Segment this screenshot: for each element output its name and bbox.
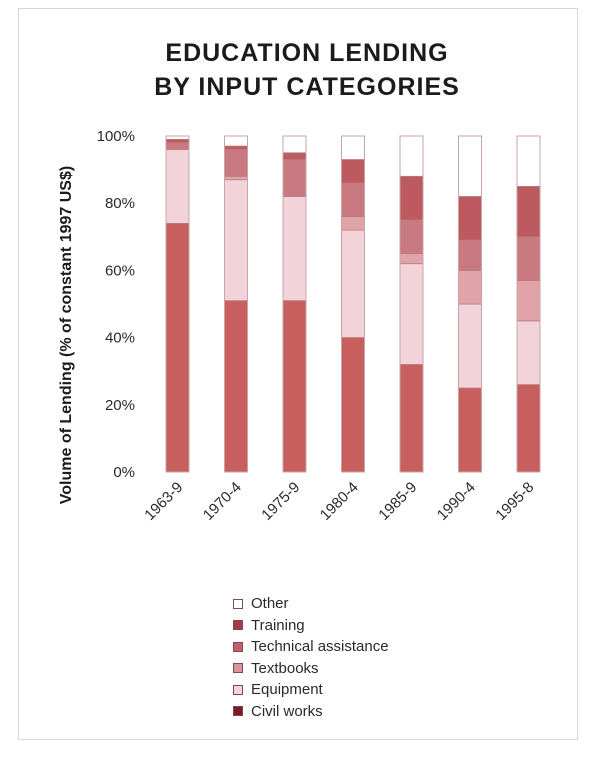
legend-item: Other bbox=[233, 593, 389, 615]
bar-stack bbox=[341, 135, 365, 473]
x-tick-label: 1963-9 bbox=[141, 479, 186, 524]
bar-segment bbox=[458, 303, 482, 389]
bar-segment bbox=[458, 269, 482, 305]
bar-segment bbox=[458, 135, 482, 197]
bar-segment bbox=[458, 387, 482, 473]
bar-segment bbox=[399, 253, 424, 265]
x-tick-label: 1995-8 bbox=[492, 479, 537, 524]
bar-outline bbox=[341, 135, 365, 473]
chart-title-line-2: BY INPUT CATEGORIES bbox=[154, 73, 460, 101]
bars bbox=[165, 135, 541, 473]
bar-outline bbox=[224, 135, 248, 473]
legend-item: Technical assistance bbox=[233, 636, 389, 658]
bar-segment bbox=[516, 185, 541, 238]
bar-segment bbox=[516, 384, 541, 473]
bar-segment bbox=[399, 364, 424, 473]
bar-outline bbox=[399, 135, 424, 473]
bar-segment bbox=[165, 138, 190, 144]
bar-stack bbox=[224, 135, 248, 473]
legend-swatch bbox=[233, 641, 243, 652]
bar-segment bbox=[224, 300, 248, 473]
legend-label: Technical assistance bbox=[251, 638, 389, 656]
bar-outline bbox=[458, 135, 482, 473]
bar-outline bbox=[282, 135, 307, 473]
legend-swatch bbox=[233, 620, 243, 631]
legend-item: Equipment bbox=[233, 679, 389, 701]
legend-label: Textbooks bbox=[251, 659, 319, 677]
bar-stack bbox=[399, 135, 424, 473]
bar-segment bbox=[516, 236, 541, 281]
x-tick-label: 1970-4 bbox=[200, 479, 245, 524]
legend-label: Training bbox=[251, 616, 305, 634]
y-axis-label: Volume of Lending (% of constant 1997 US… bbox=[58, 166, 75, 504]
x-ticks: 1963-9 1970-4 1975-9 1980-4 1985-9 1990-4 1995… bbox=[141, 479, 537, 524]
bar-segment bbox=[399, 175, 424, 221]
x-tick-label: 1975-9 bbox=[258, 479, 303, 524]
y-tick-label: 60% bbox=[105, 262, 135, 279]
bar-segment bbox=[165, 149, 190, 224]
y-tick-label: 40% bbox=[105, 330, 135, 347]
bar-segment bbox=[341, 337, 365, 473]
chart-title-line-1: EDUCATION LENDING bbox=[165, 39, 448, 67]
legend-swatch bbox=[233, 598, 243, 609]
bar-segment bbox=[165, 222, 190, 473]
bar-stack bbox=[458, 135, 482, 473]
bar-segment bbox=[282, 196, 307, 302]
bar-segment bbox=[165, 142, 190, 150]
legend-swatch bbox=[233, 706, 243, 717]
y-tick-label: 80% bbox=[105, 195, 135, 212]
bar-segment bbox=[341, 159, 365, 184]
legend: Other Training Technical assistance Textboo… bbox=[233, 593, 389, 722]
legend-swatch bbox=[233, 684, 243, 695]
bar-segment bbox=[282, 135, 307, 154]
bar-segment bbox=[399, 219, 424, 254]
y-tick-label: 0% bbox=[113, 464, 135, 481]
bar-segment bbox=[341, 216, 365, 231]
bar-segment bbox=[399, 263, 424, 365]
bar-stack bbox=[516, 135, 541, 473]
bar-segment bbox=[458, 196, 482, 241]
bar-segment bbox=[282, 152, 307, 160]
bar-segment bbox=[399, 135, 424, 177]
y-tick-label: 20% bbox=[105, 397, 135, 414]
bar-segment bbox=[516, 280, 541, 322]
bar-segment bbox=[516, 135, 541, 187]
bar-stack bbox=[282, 135, 307, 473]
chart: EDUCATION LENDING BY INPUT CATEGORIES Vo… bbox=[58, 39, 541, 524]
bar-outline bbox=[516, 135, 541, 473]
legend-item: Textbooks bbox=[233, 658, 389, 680]
bar-segment bbox=[516, 320, 541, 386]
x-tick-label: 1980-4 bbox=[317, 479, 362, 524]
legend-label: Civil works bbox=[251, 702, 323, 720]
bar-segment bbox=[341, 229, 365, 338]
legend-label: Equipment bbox=[251, 681, 323, 699]
legend-label: Other bbox=[251, 595, 289, 613]
bar-segment bbox=[224, 135, 248, 147]
y-tick-label: 100% bbox=[97, 128, 135, 145]
bar-segment bbox=[341, 135, 365, 160]
legend-item: Civil works bbox=[233, 701, 389, 723]
x-tick-label: 1985-9 bbox=[375, 479, 420, 524]
legend-item: Training bbox=[233, 615, 389, 637]
bar-stack bbox=[165, 135, 190, 473]
bar-segment bbox=[282, 159, 307, 197]
bar-segment bbox=[458, 239, 482, 271]
chart-frame: EDUCATION LENDING BY INPUT CATEGORIES Vo… bbox=[18, 8, 578, 740]
bar-segment bbox=[224, 145, 248, 150]
bar-segment bbox=[341, 182, 365, 218]
bar-segment bbox=[224, 175, 248, 181]
legend-swatch bbox=[233, 663, 243, 674]
bar-segment bbox=[224, 149, 248, 177]
y-ticks: 0% 20% 40% 60% 80% 100% bbox=[97, 128, 135, 481]
bar-segment bbox=[282, 300, 307, 473]
bar-outline bbox=[165, 135, 190, 473]
bar-segment bbox=[165, 135, 190, 140]
bar-segment bbox=[224, 179, 248, 302]
x-tick-label: 1990-4 bbox=[434, 479, 479, 524]
